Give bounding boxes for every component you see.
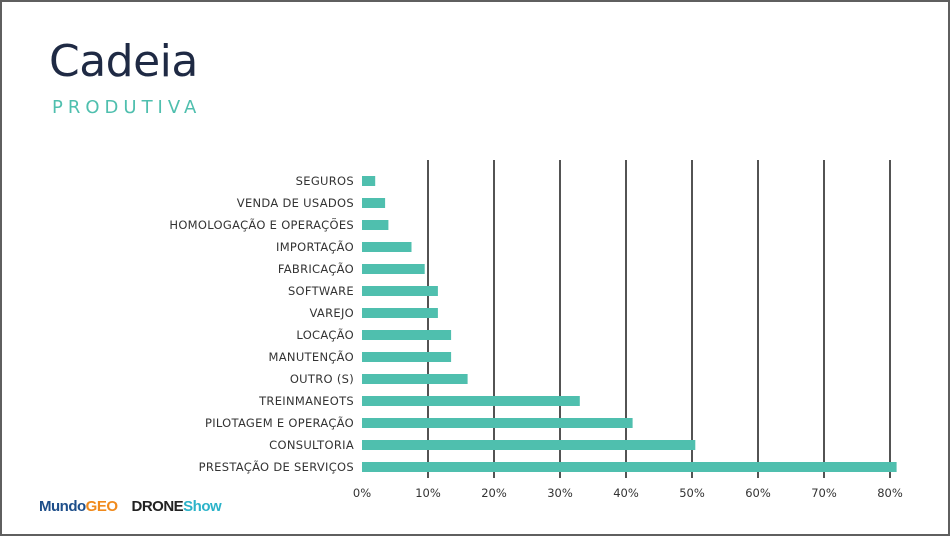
x-tick-label: 10% (415, 486, 441, 500)
bar (362, 220, 389, 230)
bar (362, 440, 696, 450)
category-label: OUTRO (S) (290, 372, 354, 386)
bar (362, 462, 897, 472)
bar (362, 308, 438, 318)
category-label: PRESTAÇÃO DE SERVIÇOS (199, 459, 354, 474)
category-label: FABRICAÇÃO (278, 261, 354, 276)
x-tick-label: 50% (679, 486, 705, 500)
x-tick-label: 60% (745, 486, 771, 500)
bar (362, 176, 376, 186)
droneshow-logo: DRONEShow (131, 498, 222, 515)
category-label: SOFTWARE (288, 284, 354, 298)
category-label: SEGUROS (296, 174, 354, 188)
footer-logos: MundoGEO DRONEShow (39, 498, 222, 515)
x-tick-label: 30% (547, 486, 573, 500)
page-subtitle: PRODUTIVA (52, 97, 202, 118)
x-tick-label: 0% (353, 486, 371, 500)
category-label: TREINMANEOTS (258, 394, 354, 408)
bar (362, 352, 452, 362)
category-label: MANUTENÇÃO (269, 349, 354, 364)
x-tick-label: 70% (811, 486, 837, 500)
bar (362, 396, 580, 406)
category-label: VAREJO (310, 306, 355, 320)
bar (362, 264, 425, 274)
bar (362, 286, 438, 296)
category-label: PILOTAGEM E OPERAÇÃO (205, 415, 354, 430)
bar (362, 198, 386, 208)
page-title: Cadeia (49, 36, 198, 87)
bar (362, 330, 452, 340)
x-tick-label: 20% (481, 486, 507, 500)
bar (362, 418, 633, 428)
category-label: LOCAÇÃO (296, 327, 354, 342)
category-label: IMPORTAÇÃO (276, 239, 354, 254)
x-tick-label: 40% (613, 486, 639, 500)
bar (362, 242, 412, 252)
bar (362, 374, 468, 384)
x-tick-label: 80% (877, 486, 903, 500)
category-label: VENDA DE USADOS (237, 196, 354, 210)
category-label: CONSULTORIA (269, 438, 354, 452)
category-label: HOMOLOGAÇÃO E OPERAÇÕES (169, 217, 354, 232)
mundogeo-logo: MundoGEO (39, 498, 118, 515)
